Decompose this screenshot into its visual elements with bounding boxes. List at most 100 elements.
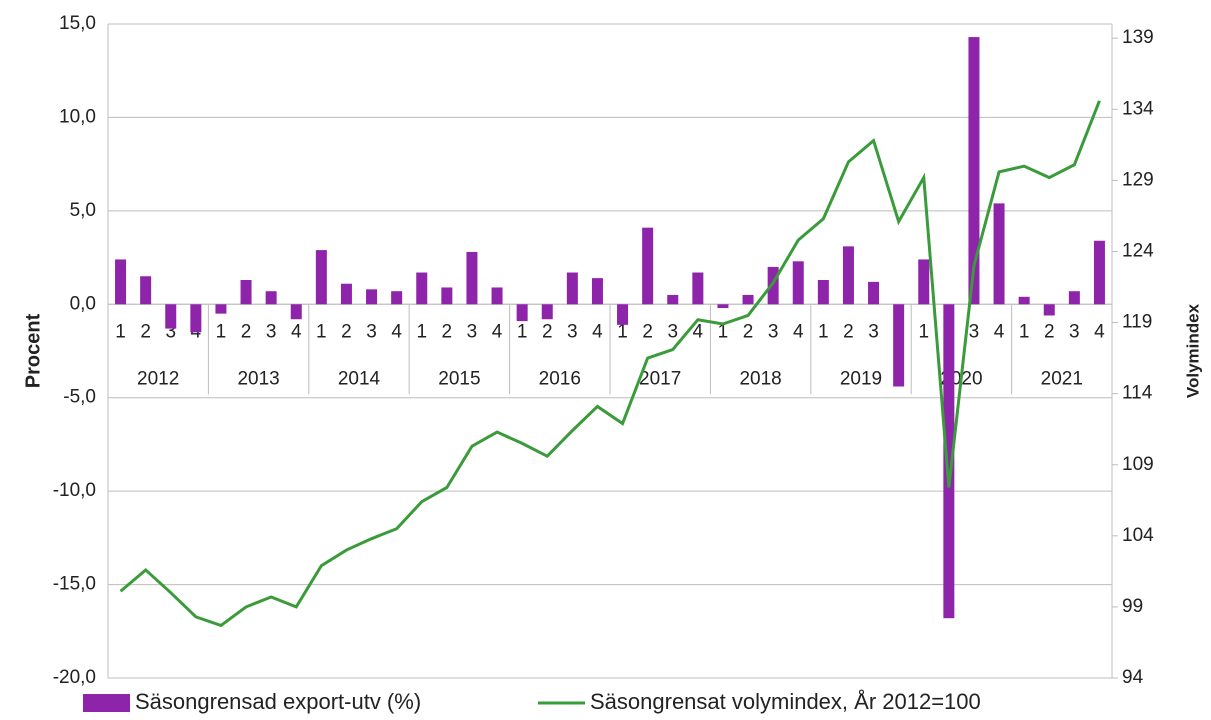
x-tick-label: 1 xyxy=(918,321,929,342)
bar xyxy=(115,259,127,305)
y2-tick-label: 114 xyxy=(1122,383,1153,404)
legend-label: Säsongrensad export-utv (%) xyxy=(135,689,421,714)
group-label: 2017 xyxy=(639,368,681,389)
legend-swatch xyxy=(83,694,130,712)
bar xyxy=(1043,304,1055,316)
x-tick-label: 2 xyxy=(241,321,252,342)
bar xyxy=(516,304,528,322)
bar xyxy=(240,279,252,305)
bar xyxy=(742,294,754,305)
y-tick-label: -15,0 xyxy=(53,574,96,595)
bar xyxy=(617,304,629,325)
x-tick-label: 2 xyxy=(1044,321,1055,342)
bar xyxy=(968,37,980,305)
x-tick-label: 4 xyxy=(492,321,503,342)
bar xyxy=(541,304,553,320)
x-tick-label: 1 xyxy=(517,321,528,342)
x-tick-label: 1 xyxy=(818,321,829,342)
bar xyxy=(692,272,704,305)
x-tick-label: 3 xyxy=(366,321,377,342)
bar xyxy=(315,250,327,305)
bar xyxy=(566,272,578,305)
y-tick-label: 5,0 xyxy=(70,200,96,221)
x-tick-label: 1 xyxy=(617,321,628,342)
y-tick-label: 15,0 xyxy=(59,13,96,34)
bar xyxy=(491,287,503,305)
group-label: 2019 xyxy=(840,368,882,389)
x-tick-label: 3 xyxy=(1069,321,1080,342)
group-label: 2018 xyxy=(739,368,781,389)
line xyxy=(119,100,1101,628)
x-tick-label: 3 xyxy=(768,321,779,342)
x-tick-label: 4 xyxy=(1094,321,1105,342)
y-axis-title: Procent xyxy=(22,313,44,388)
x-tick-label: 1 xyxy=(316,321,327,342)
y2-tick-label: 119 xyxy=(1122,312,1152,333)
x-tick-label: 1 xyxy=(718,321,729,342)
bar xyxy=(466,251,478,305)
x-tick-label: 2 xyxy=(442,321,453,342)
y2-tick-label: 94 xyxy=(1122,667,1144,688)
y-tick-label: 0,0 xyxy=(70,293,96,314)
x-tick-label: 2 xyxy=(140,321,151,342)
legend-label: Säsongrensat volymindex, År 2012=100 xyxy=(590,689,981,714)
bar xyxy=(391,291,403,305)
y2-tick-label: 134 xyxy=(1122,98,1154,119)
x-tick-label: 2 xyxy=(743,321,754,342)
x-tick-label: 4 xyxy=(592,321,603,342)
y-tick-label: 10,0 xyxy=(59,106,96,127)
bar xyxy=(792,261,804,305)
bar xyxy=(265,291,277,305)
x-tick-label: 3 xyxy=(266,321,277,342)
x-tick-label: 1 xyxy=(115,321,126,342)
y-tick-label: -20,0 xyxy=(53,667,96,688)
x-tick-label: 1 xyxy=(416,321,427,342)
bar xyxy=(340,283,352,305)
bar xyxy=(868,281,880,305)
y2-tick-label: 104 xyxy=(1122,525,1154,546)
bar xyxy=(817,279,829,305)
y2-axis-title: Volymindex xyxy=(1183,303,1202,398)
y2-tick-label: 109 xyxy=(1122,454,1154,475)
x-tick-label: 1 xyxy=(216,321,227,342)
x-tick-label: 4 xyxy=(291,321,302,342)
x-tick-label: 4 xyxy=(994,321,1005,342)
x-tick-label: 3 xyxy=(567,321,578,342)
bar xyxy=(1018,296,1030,305)
x-tick-label: 3 xyxy=(868,321,879,342)
group-label: 2021 xyxy=(1041,368,1083,389)
y2-tick-label: 124 xyxy=(1122,240,1154,261)
bar xyxy=(366,289,378,305)
bar xyxy=(416,272,428,305)
group-label: 2016 xyxy=(539,368,581,389)
y2-tick-label: 129 xyxy=(1122,169,1154,190)
group-label: 2012 xyxy=(137,368,179,389)
x-tick-label: 4 xyxy=(693,321,704,342)
x-tick-label: 4 xyxy=(391,321,402,342)
bar xyxy=(642,227,654,305)
bar xyxy=(767,266,779,305)
x-tick-label: 3 xyxy=(467,321,478,342)
bar xyxy=(667,294,679,305)
bar xyxy=(290,304,302,320)
bar xyxy=(1068,291,1080,305)
bar xyxy=(842,246,854,305)
y2-tick-label: 99 xyxy=(1122,596,1143,617)
x-tick-label: 3 xyxy=(165,321,176,342)
x-tick-label: 2 xyxy=(642,321,653,342)
group-label: 2013 xyxy=(237,368,279,389)
x-tick-label: 1 xyxy=(1019,321,1030,342)
group-label: 2014 xyxy=(338,368,381,389)
x-tick-label: 2 xyxy=(542,321,553,342)
y2-tick-label: 139 xyxy=(1122,27,1154,48)
bar xyxy=(215,304,227,314)
bar xyxy=(140,276,152,305)
bar xyxy=(918,259,930,305)
x-tick-label: 2 xyxy=(341,321,352,342)
x-tick-label: 2 xyxy=(843,321,854,342)
group-label: 2015 xyxy=(438,368,480,389)
bar xyxy=(165,304,177,329)
bar xyxy=(1093,240,1105,305)
